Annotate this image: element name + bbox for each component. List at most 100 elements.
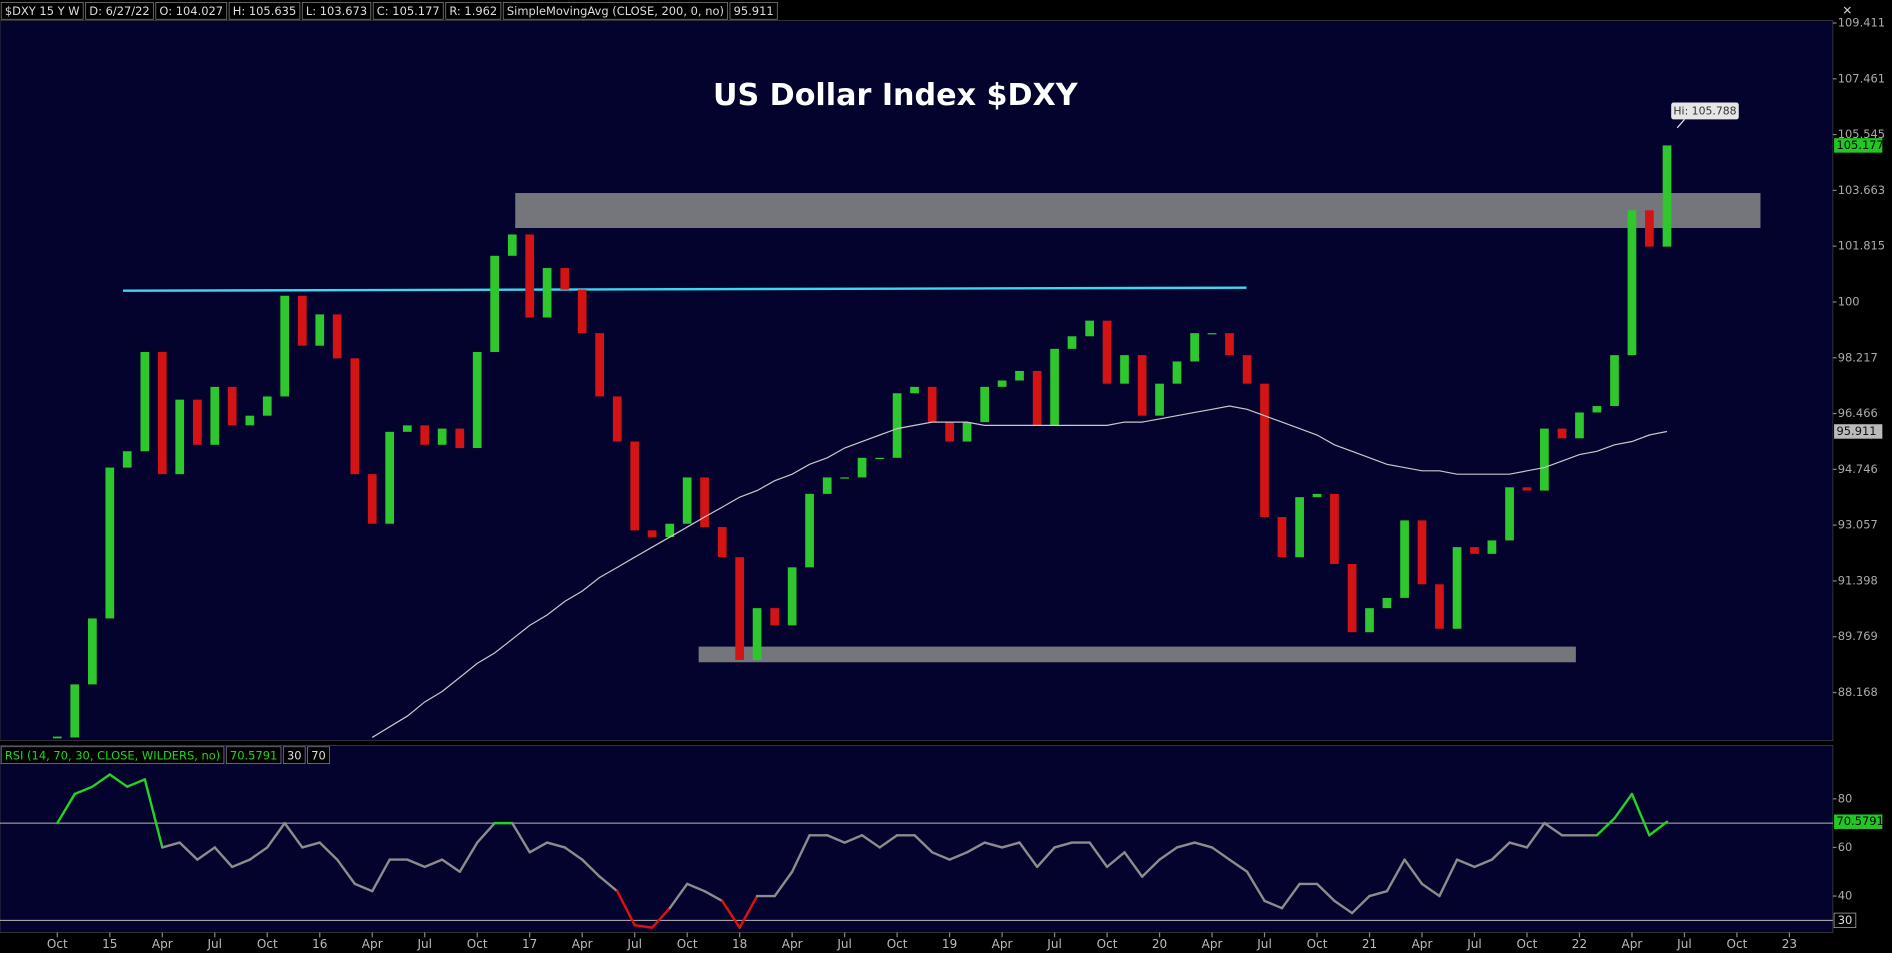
rsi-segment — [616, 889, 636, 927]
rsi-segment — [528, 841, 549, 854]
close-button[interactable]: ✕ — [1842, 3, 1852, 17]
rsi-segment — [423, 858, 444, 869]
rsi-segment — [1368, 889, 1389, 898]
rsi-segment — [738, 894, 759, 929]
marks: 88.168 89.769 91.398 93.057 94.746 96.466 98.2… — [0, 16, 1885, 951]
rsi-segment — [1543, 821, 1564, 837]
candle — [1557, 428, 1567, 439]
rsi-level-tag-label: 30 — [1838, 913, 1853, 927]
rsi-segment — [1630, 792, 1651, 837]
header-box — [307, 746, 330, 765]
rsi-segment — [1105, 851, 1126, 869]
candle — [315, 314, 325, 346]
candle — [280, 295, 290, 397]
rsi-segment — [1473, 858, 1494, 869]
candle — [1575, 412, 1584, 439]
rsi-segment — [545, 841, 566, 849]
candle — [822, 477, 832, 494]
rsi-segment — [108, 773, 129, 788]
candle — [1522, 487, 1532, 491]
y-tick-label: 103.663 — [1838, 183, 1885, 197]
candle — [402, 425, 412, 432]
rsi-segment — [126, 778, 147, 788]
y-tick-label: 107.461 — [1838, 71, 1885, 85]
candle — [332, 314, 342, 359]
header-box — [729, 1, 778, 20]
rsi-segment — [633, 924, 654, 929]
candle — [490, 255, 500, 352]
candle — [945, 422, 954, 442]
rsi-segment — [1648, 820, 1669, 837]
candle — [962, 422, 972, 442]
rsi-segment — [1508, 841, 1529, 849]
x-tick-label: 23 — [1782, 937, 1797, 951]
header-text: R: 1.962 — [449, 4, 497, 18]
header-text: D: 6/27/22 — [89, 4, 149, 18]
header-box — [282, 746, 306, 765]
rsi-segment — [476, 821, 496, 844]
candle — [1417, 520, 1427, 585]
candle — [1365, 608, 1374, 633]
header-text: O: 104.027 — [159, 4, 223, 18]
rsi-segment — [143, 778, 164, 849]
candle — [700, 477, 709, 528]
rsi-segment — [668, 882, 689, 910]
candle — [665, 523, 675, 538]
chart-title: US Dollar Index $DXY — [713, 78, 1079, 113]
candle — [892, 393, 902, 458]
candle — [1032, 370, 1042, 426]
header-text: 70 — [311, 748, 326, 762]
candle — [1487, 540, 1497, 554]
rsi-segment — [1140, 858, 1161, 878]
annotation-pointer — [1676, 119, 1685, 129]
rsi-segment — [213, 846, 234, 869]
rsi-segment — [1158, 846, 1179, 861]
rsi-segment — [721, 899, 741, 929]
x-tick-label: Oct — [1517, 937, 1538, 951]
candle — [140, 351, 150, 452]
x-tick-label: Oct — [677, 937, 698, 951]
candle — [1330, 493, 1339, 564]
y-tick-label: 96.466 — [1838, 406, 1878, 420]
candle — [367, 474, 377, 524]
candle — [525, 234, 535, 318]
y-tick-label: 105.545 — [1838, 127, 1885, 141]
y-tick-label: 100 — [1838, 294, 1860, 308]
annotation-box — [1671, 102, 1739, 120]
close-icon[interactable]: ✕ — [1842, 3, 1852, 17]
rsi-segment — [335, 858, 357, 886]
rsi-segment — [266, 821, 286, 849]
x-tick-label: 21 — [1362, 937, 1377, 951]
rsi-segment — [318, 841, 339, 861]
y-tick-label: 94.746 — [1838, 462, 1878, 476]
rsi-segment — [860, 834, 881, 849]
header-text: 30 — [287, 748, 302, 762]
rsi-segment — [1228, 858, 1249, 873]
price-tag — [1834, 424, 1883, 439]
x-tick-label: 18 — [732, 937, 747, 951]
candle — [297, 295, 307, 346]
x-tick-label: Apr — [992, 937, 1013, 951]
candle — [420, 425, 430, 445]
header-text: 70.5791 — [230, 748, 277, 762]
x-tick-label: 22 — [1572, 937, 1587, 951]
candle — [1085, 320, 1095, 337]
x-tick-label: Apr — [362, 937, 383, 951]
rsi-segment — [161, 841, 181, 849]
rsi-segment — [1420, 882, 1441, 898]
candle — [1155, 383, 1164, 416]
candle — [875, 457, 885, 460]
candle — [1347, 563, 1357, 633]
candle — [1190, 333, 1199, 362]
candle — [787, 567, 797, 626]
rsi-segment — [458, 841, 479, 873]
price-tag-label: 105.177 — [1836, 138, 1883, 152]
candle — [472, 351, 482, 449]
candle — [1295, 497, 1304, 558]
candle — [1505, 487, 1514, 541]
candle — [1540, 428, 1549, 491]
header-text: H: 105.635 — [233, 4, 296, 18]
header-box — [372, 1, 444, 20]
rsi-segment — [1245, 870, 1266, 903]
x-tick-label: Apr — [782, 937, 803, 951]
